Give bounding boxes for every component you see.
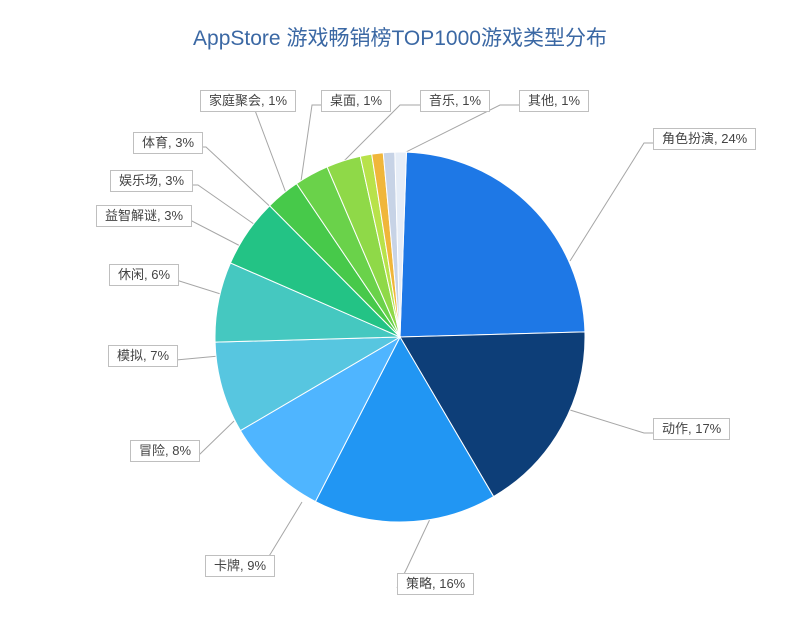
chart-title: AppStore 游戏畅销榜TOP1000游戏类型分布 [0, 22, 800, 52]
slice-label: 冒险, 8% [130, 440, 200, 462]
slice-label: 家庭聚会, 1% [200, 90, 296, 112]
pie-chart [0, 0, 800, 627]
slice-label: 桌面, 1% [321, 90, 391, 112]
slice-label: 娱乐场, 3% [110, 170, 193, 192]
slice-label: 卡牌, 9% [205, 555, 275, 577]
slice-label: 休闲, 6% [109, 264, 179, 286]
slice-label: 音乐, 1% [420, 90, 490, 112]
slice-label: 策略, 16% [397, 573, 474, 595]
slice-label: 角色扮演, 24% [653, 128, 756, 150]
slice-label: 体育, 3% [133, 132, 203, 154]
slice-label: 动作, 17% [653, 418, 730, 440]
leader-line [192, 147, 277, 213]
leader-line [570, 410, 653, 433]
slice-label: 其他, 1% [519, 90, 589, 112]
slice-label: 模拟, 7% [108, 345, 178, 367]
leader-line [570, 143, 653, 261]
pie-slice [400, 152, 585, 337]
leader-line [253, 105, 289, 201]
leader-line [180, 185, 261, 229]
slice-label: 益智解谜, 3% [96, 205, 192, 227]
